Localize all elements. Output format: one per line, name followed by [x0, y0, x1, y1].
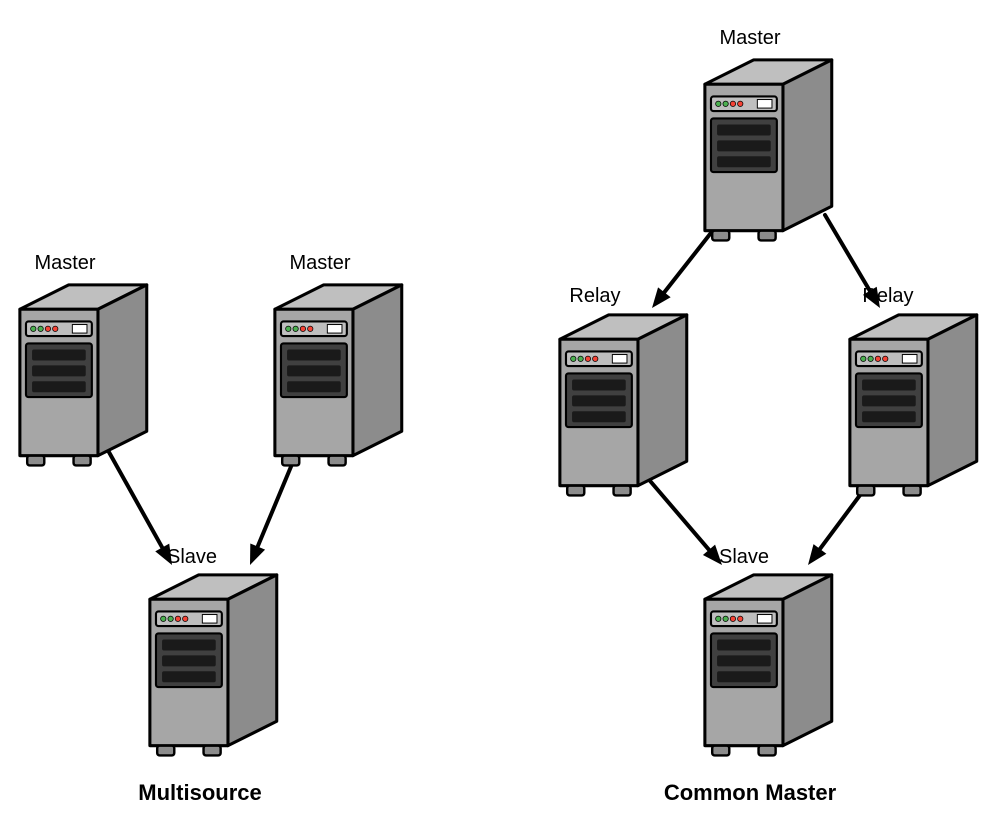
title-multisource: Multisource	[100, 780, 300, 806]
server-ms-master-left	[15, 280, 152, 478]
label-ms-master-left: Master	[25, 252, 105, 275]
title-commonmaster: Common Master	[640, 780, 860, 806]
label-cm-relay-left: Relay	[565, 285, 625, 308]
label-cm-relay-right: Relay	[858, 285, 918, 308]
a-ms-right-to-slave-head	[250, 543, 265, 565]
label-cm-slave: Slave	[714, 546, 774, 569]
server-cm-relay-right	[845, 310, 982, 508]
a-cm-right-to-slave-head	[808, 544, 826, 565]
label-ms-slave: Slave	[162, 546, 222, 569]
server-cm-relay-left	[555, 310, 692, 508]
server-cm-master	[700, 55, 837, 253]
a-cm-master-to-left-head	[652, 287, 671, 308]
server-ms-slave	[145, 570, 282, 768]
server-ms-master-right	[270, 280, 407, 478]
diagram-canvas: Master Master Slave Master Relay Relay Slave Mu…	[0, 0, 1000, 824]
label-ms-master-right: Master	[280, 252, 360, 275]
label-cm-master: Master	[710, 27, 790, 50]
server-cm-slave	[700, 570, 837, 768]
